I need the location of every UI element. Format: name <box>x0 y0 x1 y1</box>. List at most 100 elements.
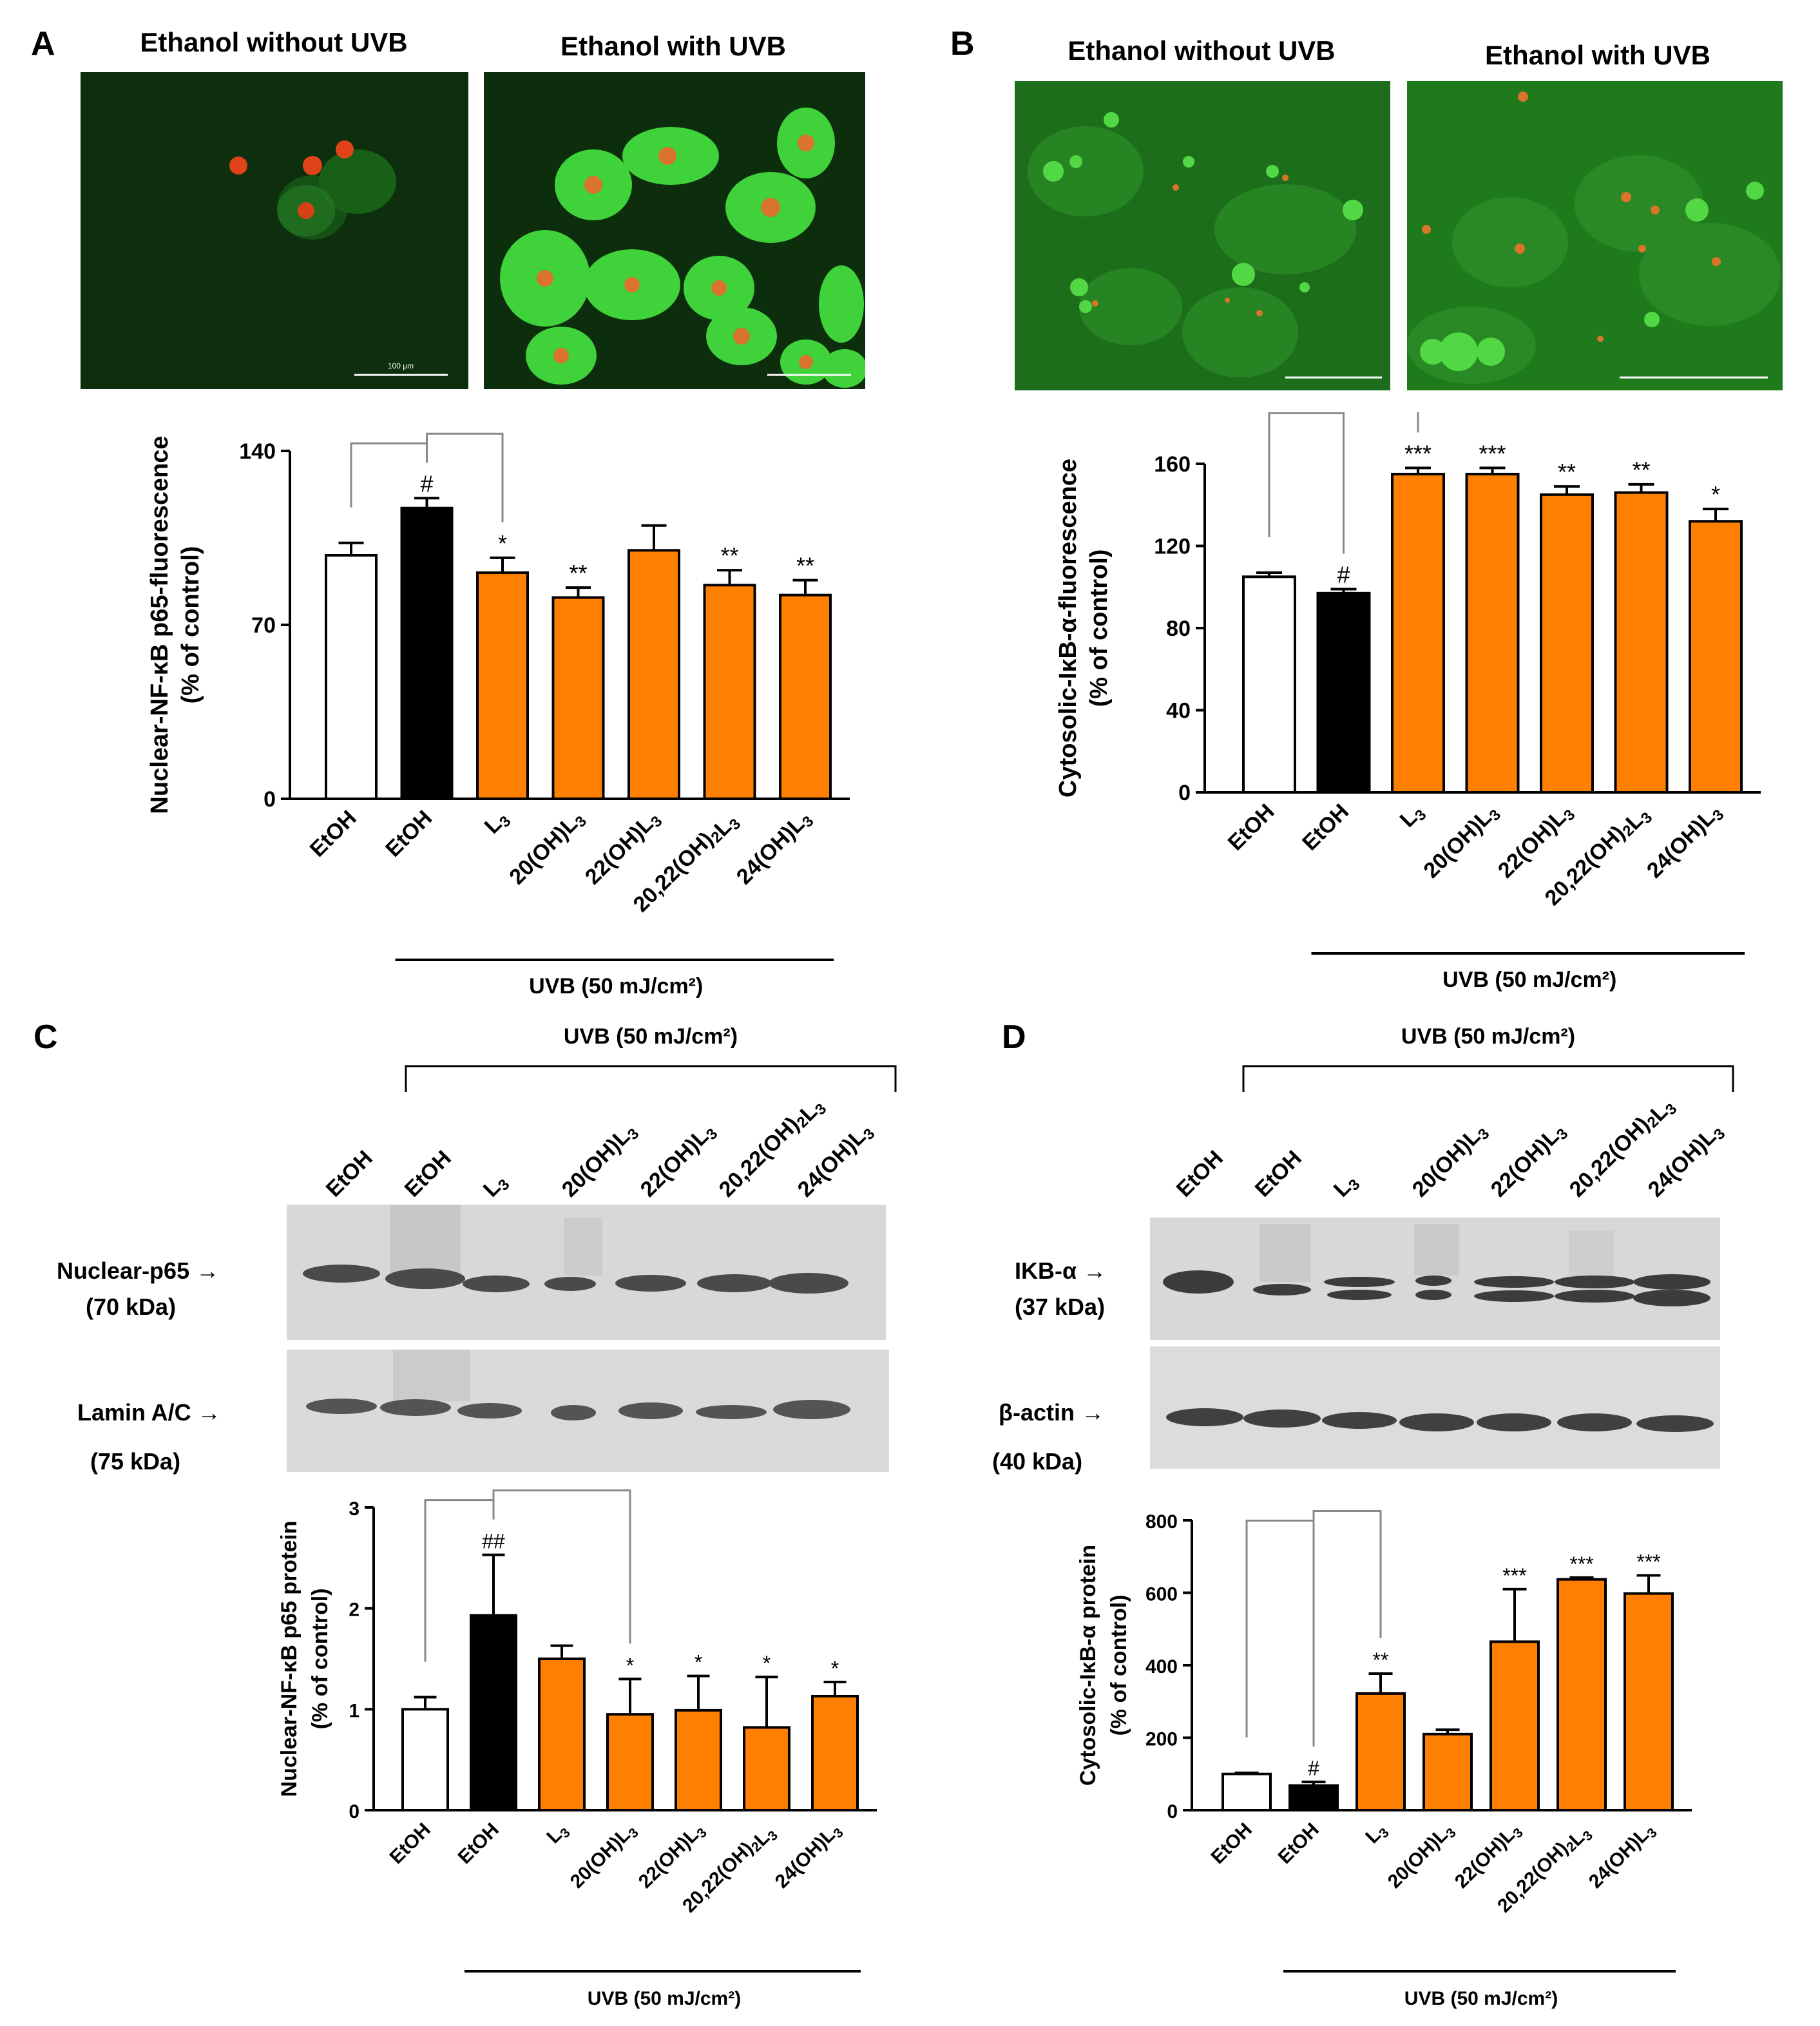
scale-bar-label: 100 μm <box>388 361 414 370</box>
lane-label-layer: EtOH EtOH L3 20(OH)L322(OH)L320,22(OH)2L324… <box>321 1100 879 1204</box>
significance-marker: ** <box>1373 1649 1389 1672</box>
comparison-bracket <box>1343 412 1419 554</box>
bar <box>476 571 529 800</box>
panel-letter-d: D <box>1002 1018 1026 1056</box>
blot-protein-label: Nuclear-p65 → <box>57 1257 220 1284</box>
bar <box>606 1713 654 1811</box>
bar <box>743 1726 790 1811</box>
bar <box>401 1708 449 1812</box>
y-tick-label: 2 <box>349 1600 359 1621</box>
panel-c-blot2-label: Lamin A/C → (75 kDa) <box>77 1395 221 1480</box>
x-tick-label: L3 <box>542 1819 573 1849</box>
panel-d-lane-labels: EtOH EtOH L3 20(OH)L3 22(OH)L3 20,22(OH)2L3 24… <box>1147 1095 1765 1205</box>
bar <box>675 1708 722 1811</box>
significance-marker: ** <box>1558 459 1576 485</box>
bar <box>1490 1640 1540 1811</box>
lane-label: EtOH <box>1250 1146 1307 1202</box>
panel-c-lane-labels: EtOH EtOH L3 20(OH)L3 22(OH)L3 20,22(OH)2L3 24… <box>283 1095 902 1205</box>
y-tick-label: 120 <box>1154 535 1191 559</box>
x-tick-label: EtOH <box>1207 1819 1256 1868</box>
x-tick-label: 24(OH)L3 <box>1642 799 1728 885</box>
significance-marker: * <box>498 530 507 557</box>
y-tick-label: 160 <box>1154 452 1191 477</box>
x-tick-label: EtOH <box>381 806 437 862</box>
x-tick-label: L3 <box>1361 1819 1392 1849</box>
lane-label: 22(OH)L3 <box>636 1118 722 1204</box>
x-tick-label: 24(OH)L3 <box>771 1819 847 1895</box>
panel-d-uvb-label: UVB (50 mJ/cm²) <box>1401 1024 1576 1049</box>
y-axis-label: Cytosolic-IκB-α protein <box>1076 1545 1100 1786</box>
y-tick-label: 1 <box>349 1700 359 1721</box>
x-tick-label: 20(OH)L3 <box>1384 1819 1459 1895</box>
lane-label: 20(OH)L3 <box>557 1118 643 1204</box>
y-axis-label-units: (% of control) <box>177 546 204 704</box>
y-tick-label: 0 <box>1178 781 1191 805</box>
panel-letter-b: B <box>950 25 975 62</box>
significance-marker: *** <box>1636 1551 1660 1574</box>
bar <box>1391 472 1445 794</box>
x-tick-label: EtOH <box>1298 799 1354 855</box>
lane-label: EtOH <box>1172 1146 1228 1202</box>
comparison-bracket <box>492 1489 631 1644</box>
significance-marker: ** <box>569 560 587 586</box>
x-tick-label: EtOH <box>1274 1819 1323 1868</box>
bar <box>1465 472 1520 794</box>
y-axis-label: Cytosolic-IκB-α-fluorescence <box>1055 459 1082 798</box>
significance-marker: *** <box>1479 440 1506 466</box>
comparison-bracket <box>426 432 504 522</box>
y-tick-label: 0 <box>1167 1801 1178 1822</box>
y-axis-label-units: (% of control) <box>1086 550 1113 707</box>
chart-b: 0 40 80 120 160 Cytosolic-IκB-α-fluorescence(… <box>1055 412 1761 992</box>
lane-label: 20(OH)L3 <box>1408 1118 1493 1204</box>
panel-b-micrograph-without-uvb <box>1015 81 1390 390</box>
significance-marker: # <box>1308 1757 1319 1780</box>
panel-c-uvb-bracket <box>405 1065 897 1092</box>
bar <box>1422 1732 1473 1811</box>
y-tick-label: 600 <box>1145 1584 1178 1605</box>
y-tick-label: 70 <box>251 613 276 638</box>
panel-a-left-image-title: Ethanol without UVB <box>140 27 408 57</box>
y-tick-label: 400 <box>1145 1656 1178 1677</box>
x-tick-label: EtOH <box>454 1819 503 1868</box>
significance-marker: ** <box>796 553 814 579</box>
x-tick-label: 20(OH)L3 <box>504 806 590 892</box>
blot-kda-label: (70 kDa) <box>86 1293 177 1320</box>
y-tick-label: 800 <box>1145 1511 1178 1533</box>
significance-marker: * <box>763 1652 771 1675</box>
bar <box>1557 1578 1607 1811</box>
significance-marker: * <box>626 1654 634 1677</box>
y-axis-label-units: (% of control) <box>308 1588 332 1729</box>
x-tick-label: L3 <box>480 806 515 841</box>
y-axis-label: Nuclear-NF-κB p65 protein <box>277 1521 302 1797</box>
panel-b-micrograph-with-uvb <box>1407 81 1783 390</box>
y-tick-label: 140 <box>239 439 276 464</box>
panel-a-right-image-title: Ethanol with UVB <box>560 31 786 61</box>
bar <box>1242 575 1296 794</box>
micrograph-image <box>1407 81 1783 390</box>
bar <box>538 1658 586 1811</box>
significance-marker: * <box>694 1651 702 1674</box>
bar <box>779 593 832 800</box>
blot-protein-label: IKB-α → <box>1015 1257 1107 1284</box>
blot-image <box>287 1205 886 1340</box>
panel-b-left-image-title: Ethanol without UVB <box>1068 35 1336 66</box>
blot-kda-label: (37 kDa) <box>1015 1293 1106 1320</box>
comparison-bracket <box>1268 412 1345 554</box>
uvb-label: UVB (50 mJ/cm²) <box>1404 1988 1558 2009</box>
significance-marker: ** <box>720 542 738 569</box>
y-tick-label: 40 <box>1166 699 1191 723</box>
lane-label: EtOH <box>400 1146 456 1202</box>
chart-a: 0 70 140 Nuclear-NF-κB p65-fluorescence (% o… <box>146 432 850 999</box>
significance-marker: ## <box>482 1530 505 1553</box>
comparison-bracket <box>1245 1520 1315 1747</box>
x-tick-label: 20(OH)L3 <box>566 1819 642 1895</box>
panel-a-micrograph-with-uvb <box>484 72 865 389</box>
panel-letter-c: C <box>34 1018 58 1056</box>
panel-d-uvb-bracket <box>1242 1065 1734 1092</box>
x-tick-label: EtOH <box>1223 799 1279 855</box>
blot-kda-label: (40 kDa) <box>992 1448 1083 1475</box>
x-tick-label: 24(OH)L3 <box>1585 1819 1660 1895</box>
uvb-label: UVB (50 mJ/cm²) <box>588 1988 741 2009</box>
bar <box>703 584 756 800</box>
y-tick-label: 0 <box>263 787 276 812</box>
